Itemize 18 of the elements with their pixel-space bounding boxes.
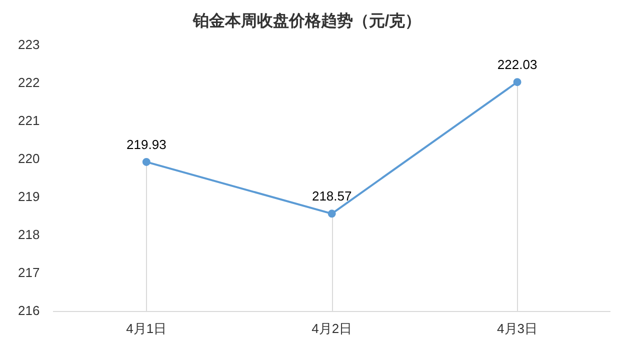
data-label: 222.03: [497, 57, 538, 72]
chart-title: 铂金本周收盘价格趋势（元/克）: [192, 12, 422, 30]
y-tick-label: 221: [18, 112, 40, 128]
y-tick-label: 223: [18, 36, 40, 52]
y-tick-label: 222: [18, 74, 40, 90]
point: [142, 158, 150, 166]
point: [513, 78, 522, 86]
data-label: 218.57: [312, 188, 352, 204]
y-tick-label: 220: [18, 150, 40, 166]
point: [328, 210, 336, 218]
y-tick-label: 219: [18, 188, 40, 204]
x-tick-label: 4月2日: [312, 320, 352, 336]
x-tick-label: 4月3日: [497, 320, 538, 336]
y-tick-label: 218: [18, 226, 40, 242]
y-tick-label: 216: [18, 302, 40, 318]
x-tick-label: 4月1日: [126, 320, 167, 336]
data-label: 219.93: [126, 137, 166, 152]
y-tick-label: 217: [18, 264, 40, 280]
